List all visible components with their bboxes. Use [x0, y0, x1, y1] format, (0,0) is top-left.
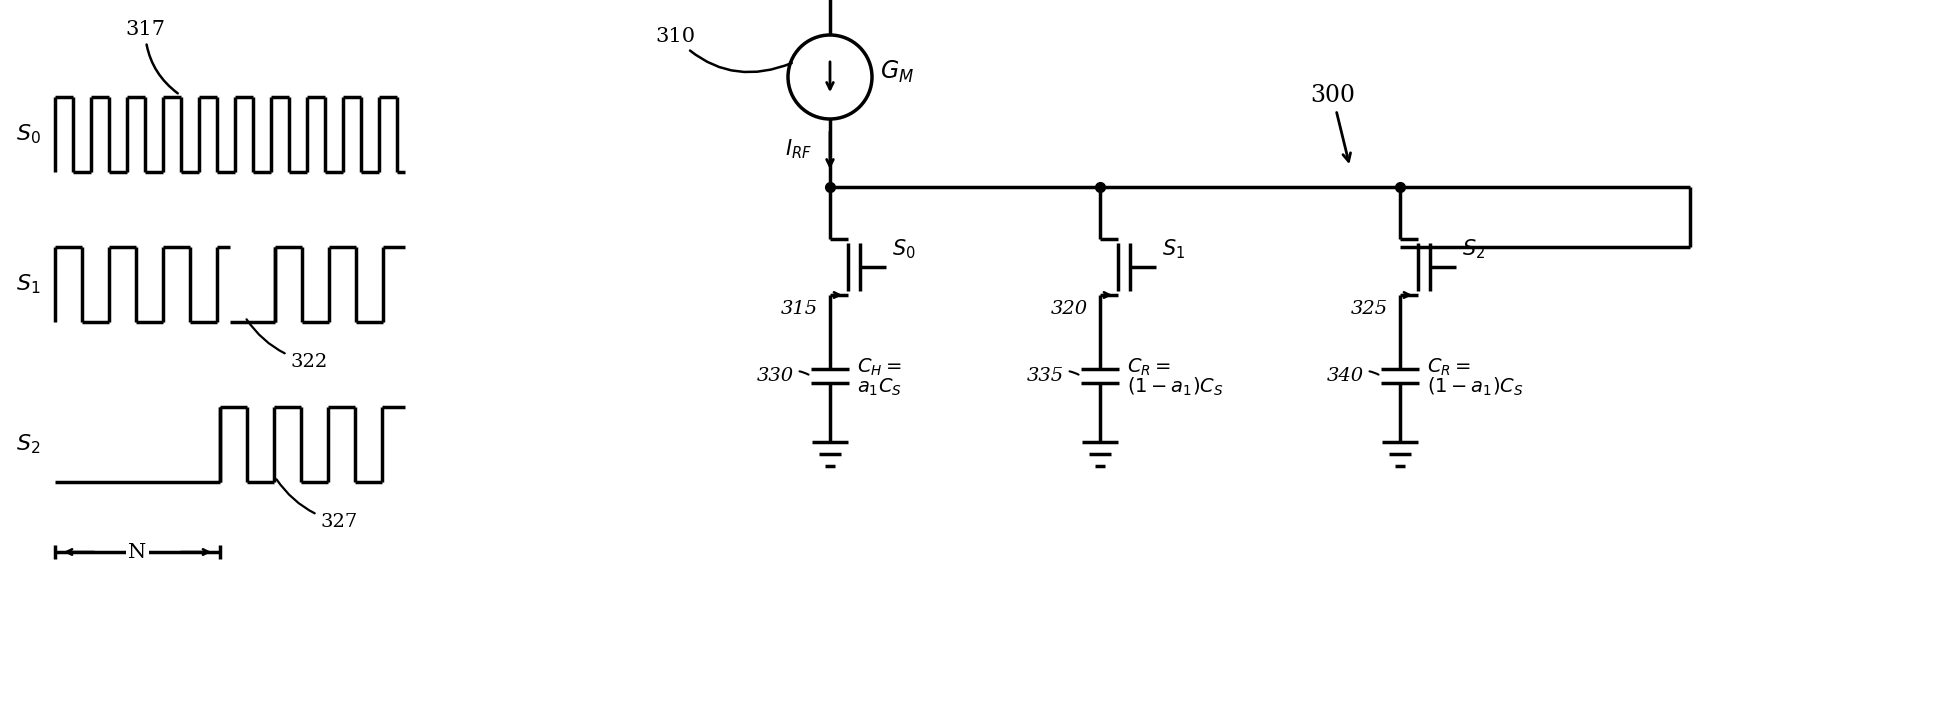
Text: 327: 327 [276, 479, 358, 531]
Text: $S_1$: $S_1$ [1162, 237, 1185, 261]
Text: 322: 322 [247, 319, 327, 371]
Text: 310: 310 [656, 27, 792, 72]
Text: 330: 330 [757, 367, 810, 385]
Text: $S_1$: $S_1$ [16, 273, 41, 296]
Text: $C_R=$: $C_R=$ [1127, 356, 1171, 377]
Text: $C_R=$: $C_R=$ [1426, 356, 1471, 377]
Text: 300: 300 [1310, 84, 1354, 162]
Text: $(1-a_1)C_S$: $(1-a_1)C_S$ [1426, 376, 1524, 398]
Text: $a_1C_S$: $a_1C_S$ [856, 377, 903, 397]
Text: 320: 320 [1051, 300, 1088, 318]
Text: $S_0$: $S_0$ [16, 122, 41, 146]
Text: $G_M$: $G_M$ [880, 59, 915, 85]
Text: 325: 325 [1351, 300, 1387, 318]
Text: 315: 315 [780, 300, 817, 318]
Text: 340: 340 [1327, 367, 1378, 385]
Text: $(1-a_1)C_S$: $(1-a_1)C_S$ [1127, 376, 1224, 398]
Text: 317: 317 [125, 20, 177, 93]
Text: 335: 335 [1027, 367, 1078, 385]
Text: $S_2$: $S_2$ [1461, 237, 1485, 261]
Text: $C_H=$: $C_H=$ [856, 356, 901, 377]
Text: $S_0$: $S_0$ [891, 237, 917, 261]
Text: N: N [128, 543, 146, 562]
Text: $S_2$: $S_2$ [16, 433, 41, 456]
Text: $I_{RF}$: $I_{RF}$ [784, 137, 811, 161]
